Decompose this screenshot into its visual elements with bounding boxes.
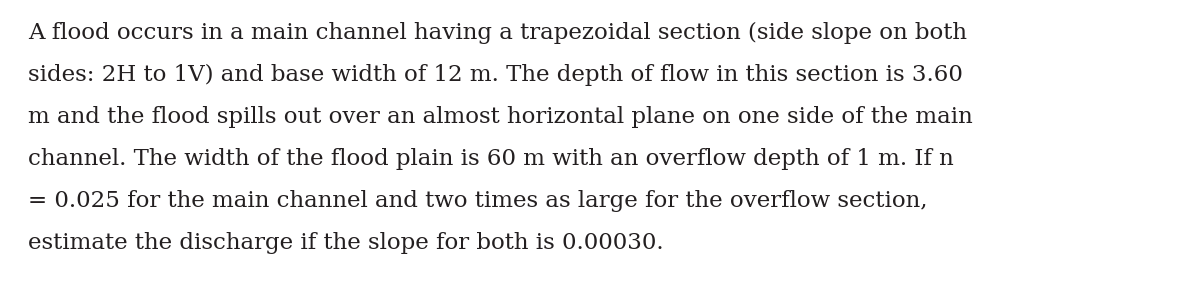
Text: estimate the discharge if the slope for both is 0.00030.: estimate the discharge if the slope for …	[28, 232, 664, 254]
Text: sides: 2H to 1V) and base width of 12 m. The depth of flow in this section is 3.: sides: 2H to 1V) and base width of 12 m.…	[28, 64, 962, 86]
Text: = 0.025 for the main channel and two times as large for the overflow section,: = 0.025 for the main channel and two tim…	[28, 190, 928, 212]
Text: A flood occurs in a main channel having a trapezoidal section (side slope on bot: A flood occurs in a main channel having …	[28, 22, 967, 44]
Text: m and the flood spills out over an almost horizontal plane on one side of the ma: m and the flood spills out over an almos…	[28, 106, 973, 128]
Text: channel. The width of the flood plain is 60 m with an overflow depth of 1 m. If : channel. The width of the flood plain is…	[28, 148, 954, 170]
